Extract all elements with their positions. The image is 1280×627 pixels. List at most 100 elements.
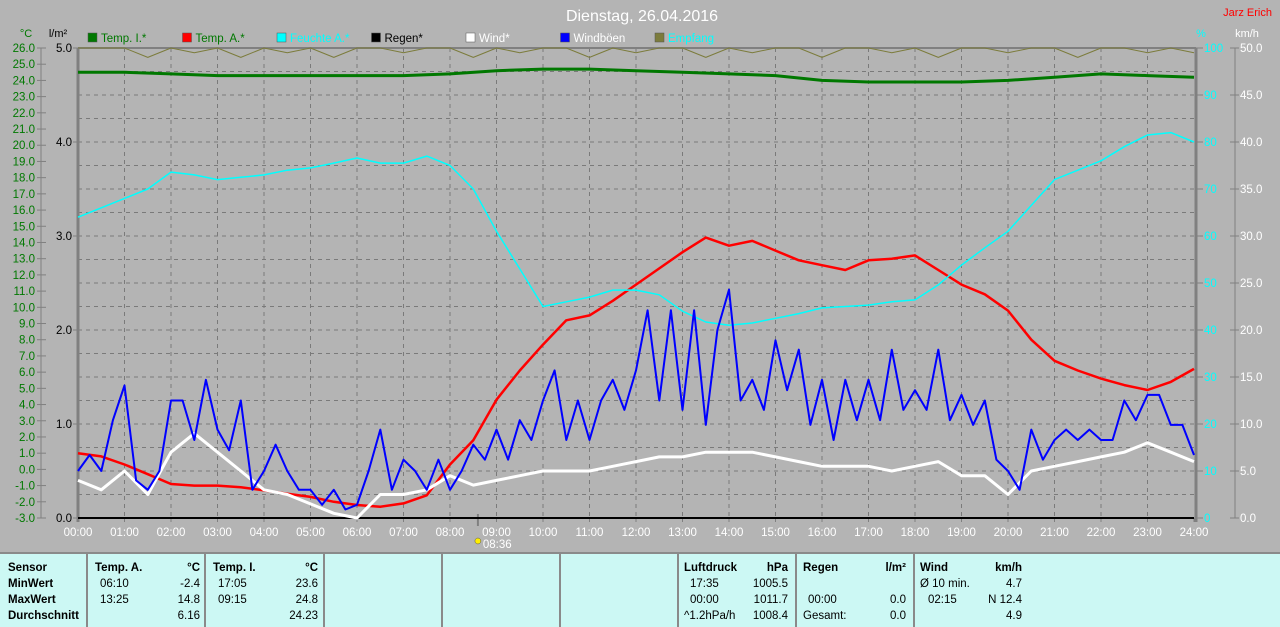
legend-swatch — [371, 32, 381, 43]
wind-tick-label: 30.0 — [1240, 231, 1262, 243]
pressure-max: 1011.7 — [753, 594, 788, 606]
wind-tick-label: 15.0 — [1240, 372, 1262, 384]
temp-a-min: -2.4 — [180, 578, 200, 590]
rain-max-time: 00:00 — [808, 594, 837, 606]
series-windb-en-line — [77, 288, 1195, 511]
temp-tick-label: 12.0 — [13, 270, 35, 282]
row-label-min: MinWert — [8, 578, 54, 590]
humidity-tick-label: 90 — [1204, 90, 1217, 102]
series-temp-i-line — [78, 67, 1195, 84]
x-tick-label: 16:00 — [808, 527, 837, 539]
x-tick-label: 11:00 — [576, 527, 604, 539]
temp-a-avg: 6.16 — [177, 610, 200, 622]
wind-avg: 4.9 — [1006, 610, 1022, 622]
wind-max-time: 02:15 — [928, 594, 957, 606]
x-tick-label: 08:00 — [436, 527, 465, 539]
x-tick-label: 21:00 — [1040, 527, 1069, 539]
humidity-tick-label: 70 — [1204, 184, 1217, 196]
chart-title: Dienstag, 26.04.2016 — [566, 8, 718, 25]
temp-tick-label: 15.0 — [13, 221, 35, 233]
row-label-avg: Durchschnitt — [8, 610, 79, 622]
legend-label: Windböen — [574, 33, 626, 45]
temp-tick-label: 1.0 — [19, 448, 35, 460]
x-tick-label: 07:00 — [389, 527, 418, 539]
x-tick-label: 19:00 — [947, 527, 976, 539]
series-lines — [77, 47, 1195, 520]
x-tick-label: 22:00 — [1087, 527, 1116, 539]
grid — [78, 48, 1194, 518]
x-tick-label: 14:00 — [715, 527, 744, 539]
legend-label: Empfang — [668, 33, 714, 45]
temp-tick-label: 7.0 — [19, 351, 35, 363]
divider — [795, 554, 797, 627]
humidity-tick-label: 60 — [1204, 231, 1217, 243]
temp-tick-label: 24.0 — [13, 75, 35, 87]
divider — [323, 554, 325, 627]
pressure-trend: ^1.2hPa/h — [684, 610, 736, 622]
divider — [204, 554, 206, 627]
wind-axis-unit: km/h — [1235, 28, 1259, 40]
x-tick-label: 17:00 — [854, 527, 883, 539]
legend-label: Temp. I.* — [101, 33, 147, 45]
temp-tick-label: 10.0 — [13, 302, 35, 314]
rain-header: Regen — [803, 562, 839, 574]
wind-tick-label: 10.0 — [1240, 419, 1262, 431]
temp-tick-label: 8.0 — [19, 335, 35, 347]
divider — [86, 554, 88, 627]
wind-tick-label: 50.0 — [1240, 43, 1262, 55]
humidity-tick-label: 80 — [1204, 137, 1217, 149]
temp-tick-label: -3.0 — [15, 513, 35, 525]
series-empfang-line — [78, 47, 1195, 58]
temp-axis-unit: °C — [20, 28, 32, 40]
humidity-tick-label: 10 — [1204, 466, 1217, 478]
temp-tick-label: 6.0 — [19, 367, 35, 379]
x-tick-label: 13:00 — [668, 527, 697, 539]
x-tick-label: 23:00 — [1133, 527, 1162, 539]
pressure-avg: 1008.4 — [752, 610, 788, 622]
temp-a-max: 14.8 — [177, 594, 200, 606]
wind-tick-label: 5.0 — [1240, 466, 1256, 478]
wind-tick-label: 25.0 — [1240, 278, 1262, 290]
wind-avg10-label: Ø 10 min. — [920, 578, 970, 590]
temp-tick-label: 16.0 — [13, 205, 35, 217]
pressure-min: 1005.5 — [752, 578, 788, 590]
rain-tick-label: 4.0 — [56, 137, 72, 149]
temp-tick-label: 2.0 — [19, 432, 35, 444]
humidity-tick-label: 100 — [1204, 43, 1223, 55]
temp-tick-label: 9.0 — [19, 319, 35, 331]
x-tick-label: 10:00 — [529, 527, 558, 539]
legend-label: Temp. A.* — [196, 33, 246, 45]
statistics-panel: Sensor MinWert MaxWert Durchschnitt Temp… — [0, 552, 1280, 627]
row-label-sensor: Sensor — [8, 562, 47, 574]
temp-i-avg: 24.23 — [289, 610, 318, 622]
temp-tick-label: 5.0 — [19, 383, 35, 395]
legend: Temp. I.* Temp. A.* Feuchte A.* Regen* Wind*… — [87, 32, 714, 45]
legend-swatch — [465, 32, 476, 43]
temp-a-unit: °C — [187, 562, 200, 574]
wind-max: N 12.4 — [988, 594, 1022, 606]
temp-i-unit: °C — [305, 562, 318, 574]
x-tick-label: 20:00 — [994, 527, 1023, 539]
temp-a-min-time: 06:10 — [100, 578, 129, 590]
temp-tick-label: 26.0 — [13, 43, 35, 55]
rain-axis-unit: l/m² — [49, 28, 68, 40]
pressure-unit: hPa — [766, 562, 788, 574]
humidity-tick-label: 50 — [1204, 278, 1217, 290]
temp-i-max-time: 09:15 — [218, 594, 247, 606]
wind-tick-label: 35.0 — [1240, 184, 1262, 196]
pressure-header: Luftdruck — [684, 562, 738, 574]
x-tick-label: 06:00 — [343, 527, 372, 539]
row-label-max: MaxWert — [8, 594, 56, 606]
x-tick-label: 01:00 — [110, 527, 139, 539]
temp-a-header: Temp. A. — [95, 562, 143, 574]
x-tick-label: 04:00 — [250, 527, 279, 539]
wind-tick-label: 45.0 — [1240, 90, 1262, 102]
rain-max: 0.0 — [890, 594, 906, 606]
x-tick-label: 09:00 — [482, 527, 511, 539]
wind-tick-label: 0.0 — [1240, 513, 1256, 525]
pressure-min-time: 17:35 — [690, 578, 719, 590]
x-tick-label: 18:00 — [901, 527, 930, 539]
lamp-icon — [474, 537, 482, 545]
divider — [441, 554, 443, 627]
rain-total: 0.0 — [890, 610, 906, 622]
